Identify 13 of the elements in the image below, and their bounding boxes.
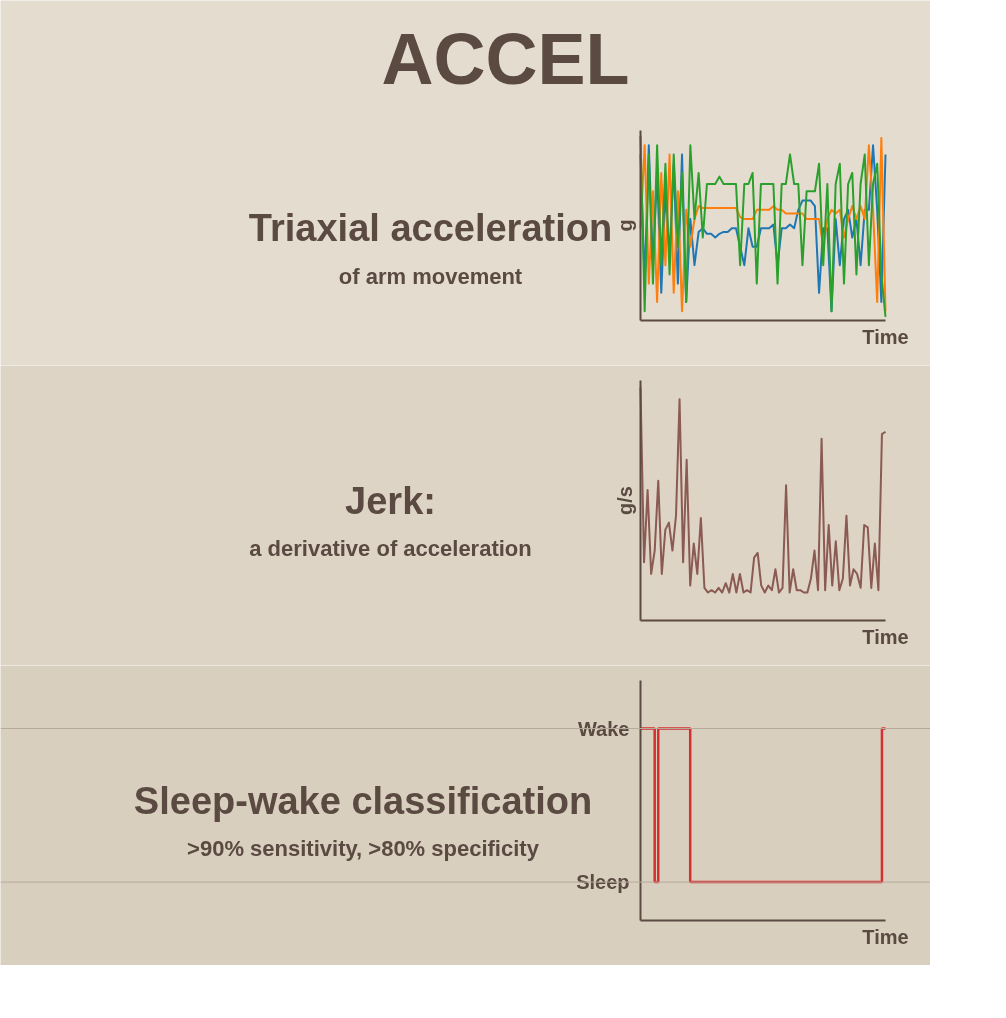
text: Sleep-wake classification xyxy=(133,779,593,822)
y-axis-title: g xyxy=(613,219,636,232)
x-axis-title: Time xyxy=(862,625,909,648)
x-axis-title: Time xyxy=(862,325,909,348)
ref-line-label: Sleep xyxy=(576,871,630,894)
text: >90% sensitivity, >80% specificity xyxy=(187,836,540,861)
text: Jerk: xyxy=(345,479,436,522)
text: Triaxial acceleration xyxy=(248,207,613,249)
x-axis-title: Time xyxy=(862,925,909,948)
text: a derivative of acceleration xyxy=(249,536,532,561)
text: ACCEL xyxy=(381,18,630,99)
y-axis-title: g/s xyxy=(613,486,636,515)
text: of arm movement xyxy=(338,263,523,289)
